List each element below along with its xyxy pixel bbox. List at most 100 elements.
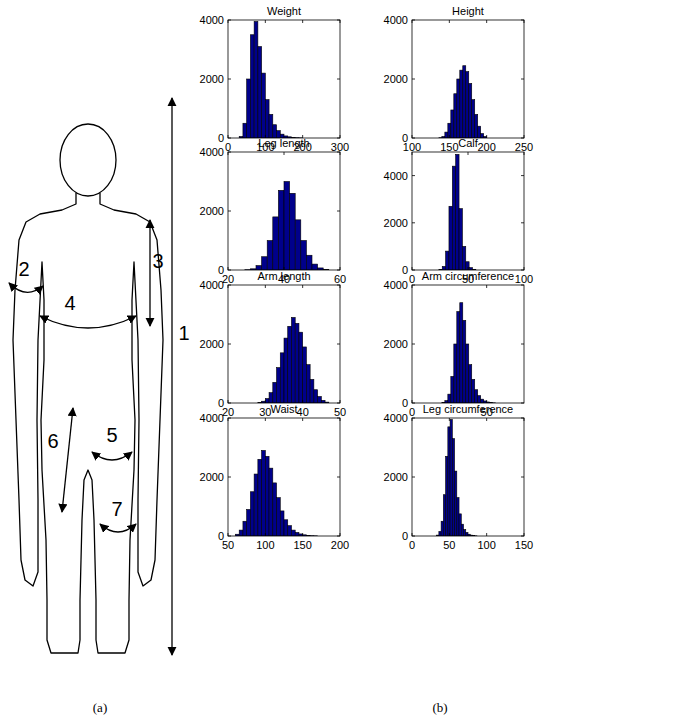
y-tick-label: 0 (402, 397, 408, 409)
histogram-bar (269, 468, 273, 536)
histogram-bar (284, 338, 288, 403)
y-tick (228, 418, 231, 419)
plot-area (228, 285, 340, 403)
y-tick-label: 2000 (384, 338, 408, 350)
histogram-bar (247, 509, 251, 536)
x-tick-label: 250 (515, 141, 533, 153)
histogram-bar (454, 344, 457, 403)
y-tick (412, 536, 415, 537)
x-tick (412, 400, 413, 403)
axes-frame (412, 152, 524, 270)
x-tick-label: 150 (293, 539, 311, 551)
x-tick-label: 40 (297, 406, 309, 418)
plot-area (228, 152, 340, 270)
histogram-bar (460, 70, 463, 138)
histogram-bar (269, 114, 273, 138)
x-tick-top (486, 20, 487, 23)
body-diagram: 1234567 (9, 98, 190, 655)
x-tick-top (524, 152, 525, 155)
y-tick (228, 403, 231, 404)
x-tick-top (265, 20, 266, 23)
histogram-bar (273, 125, 277, 138)
axes-frame (412, 20, 524, 138)
histogram-bar (450, 419, 452, 536)
y-tick-label: 2000 (384, 73, 408, 85)
x-tick-label: 0 (409, 273, 415, 285)
histogram-bar (466, 532, 468, 536)
x-tick (486, 135, 487, 138)
histogram-bar (454, 94, 457, 138)
figure: 12345670100200300020004000Weight10015020… (0, 0, 689, 728)
plot-area (228, 418, 340, 536)
x-tick (265, 533, 266, 536)
x-tick (340, 533, 341, 536)
x-tick-top (340, 152, 341, 155)
histogram-panel: 50100150200020004000Waist (200, 403, 350, 551)
histogram-bar (262, 73, 266, 138)
measure-arrow (62, 408, 73, 512)
x-tick (449, 533, 450, 536)
x-tick (340, 400, 341, 403)
y-tick-label: 4000 (200, 146, 224, 158)
x-tick-top (524, 20, 525, 23)
histogram-bar (451, 376, 454, 403)
x-tick-label: 0 (409, 539, 415, 551)
histogram-bar (306, 365, 310, 403)
y-tick (228, 477, 231, 478)
bars (235, 450, 317, 536)
x-tick-top (449, 418, 450, 421)
y-tick-label: 4000 (200, 14, 224, 26)
measure-label: 6 (47, 430, 58, 452)
histogram-bar (448, 427, 450, 536)
histogram-bar (303, 347, 307, 403)
y-tick-label: 0 (218, 530, 224, 542)
histogram-bar (277, 368, 281, 403)
bars (437, 419, 477, 536)
histogram-bar (284, 182, 290, 271)
measure-arrow (9, 283, 43, 292)
y-tick-label: 2000 (200, 471, 224, 483)
histogram-bar (295, 220, 301, 270)
histogram-bar (258, 459, 262, 536)
y-tick (412, 403, 415, 404)
y-tick (412, 285, 415, 286)
panel-title: Height (452, 5, 484, 17)
histogram-bar (262, 450, 266, 536)
histogram-bar (475, 114, 478, 138)
y-tick-right (337, 270, 340, 271)
histogram-bar (310, 379, 314, 403)
x-tick-label: 0 (409, 406, 415, 418)
x-tick (302, 533, 303, 536)
x-tick-top (412, 20, 413, 23)
bars (239, 21, 302, 138)
x-tick (228, 135, 229, 138)
body-outline (13, 193, 163, 653)
x-tick (412, 267, 413, 270)
histogram-bar (446, 456, 448, 536)
y-tick (228, 152, 231, 153)
histogram-bar (277, 498, 281, 536)
panel-title: Weight (267, 5, 301, 17)
histogram-bar (247, 79, 251, 138)
measure-label: 2 (18, 258, 29, 280)
y-tick (228, 138, 231, 139)
measure-arrow (100, 524, 136, 532)
y-tick-right (521, 222, 524, 223)
histogram-bar (441, 521, 443, 536)
y-tick-right (521, 270, 524, 271)
measure-label: 3 (152, 250, 163, 272)
histogram-bar (291, 317, 295, 403)
x-tick (228, 400, 229, 403)
plot-area (412, 20, 524, 138)
y-tick (412, 20, 415, 21)
histogram-bar (466, 262, 469, 270)
x-tick (228, 267, 229, 270)
y-tick-right (521, 20, 524, 21)
axes-frame (228, 20, 340, 138)
y-tick-label: 0 (218, 132, 224, 144)
y-tick-right (521, 536, 524, 537)
head (60, 124, 116, 196)
bars (258, 317, 329, 403)
y-tick-right (337, 418, 340, 419)
y-tick-right (337, 285, 340, 286)
